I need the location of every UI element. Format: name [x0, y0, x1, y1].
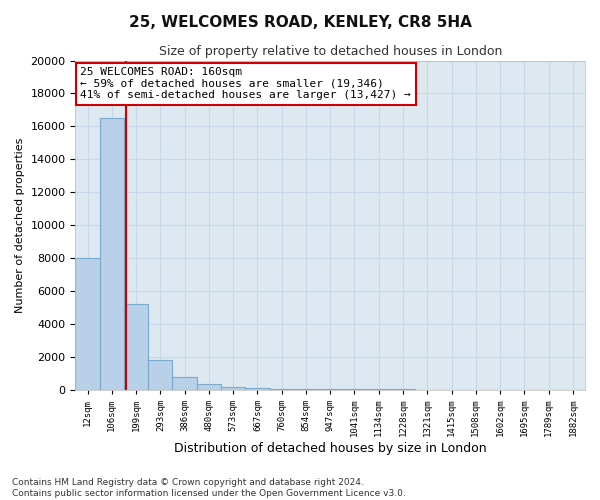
Text: 25 WELCOMES ROAD: 160sqm
← 59% of detached houses are smaller (19,346)
41% of se: 25 WELCOMES ROAD: 160sqm ← 59% of detach… [80, 67, 411, 100]
Bar [124, 304, 148, 390]
Bar [318, 389, 343, 390]
Bar [100, 118, 124, 390]
Bar [245, 388, 269, 390]
X-axis label: Distribution of detached houses by size in London: Distribution of detached houses by size … [174, 442, 487, 455]
Bar [76, 258, 100, 390]
Bar [221, 387, 245, 390]
Bar [269, 388, 294, 390]
Bar [197, 384, 221, 390]
Bar [294, 389, 318, 390]
Text: 25, WELCOMES ROAD, KENLEY, CR8 5HA: 25, WELCOMES ROAD, KENLEY, CR8 5HA [128, 15, 472, 30]
Bar [148, 360, 172, 390]
Y-axis label: Number of detached properties: Number of detached properties [15, 138, 25, 313]
Text: Contains HM Land Registry data © Crown copyright and database right 2024.
Contai: Contains HM Land Registry data © Crown c… [12, 478, 406, 498]
Bar [172, 378, 197, 390]
Title: Size of property relative to detached houses in London: Size of property relative to detached ho… [158, 45, 502, 58]
